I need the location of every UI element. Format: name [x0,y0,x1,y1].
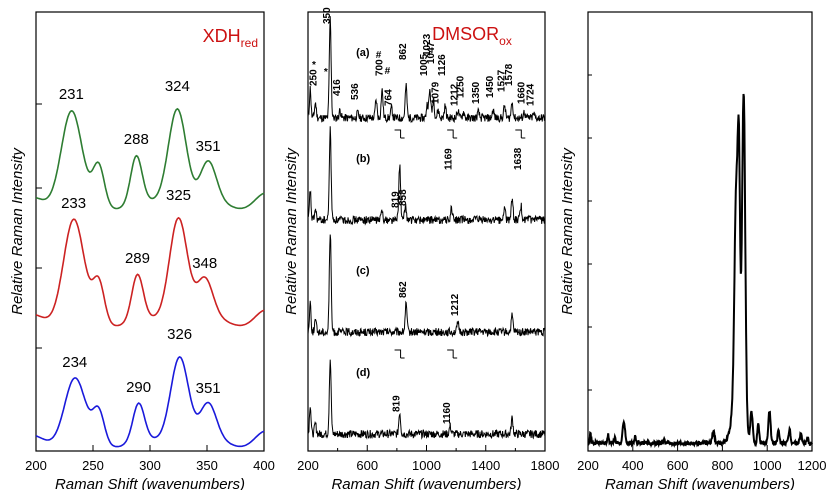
peak-label: 231 [59,86,84,103]
peak-label: 1450 [485,75,496,98]
peak-label: 1169 [444,148,455,170]
peak-label: 290 [126,379,151,396]
peak-label: 1724 [526,83,537,106]
x-tick-label: 300 [139,458,161,473]
peak-label: 1079 [430,81,441,104]
peak-label: 350 [322,7,333,24]
x-tick-label: 250 [82,458,104,473]
peak-label: 536 [350,83,361,100]
peak-label: 325 [166,187,191,204]
peak-label: 288 [124,131,149,148]
peak-label: 1212 [450,83,461,106]
peak-label: 1660 [516,81,527,104]
trace-tag: (b) [356,153,370,165]
panel-title: XDHred [203,26,258,50]
step-marker [394,129,405,139]
spectrum-line [35,355,265,448]
peak-label: 1023 [422,33,433,56]
peak-label: 764 [384,89,395,106]
peak-label: 858 [398,189,409,206]
spectrum-line [35,216,265,327]
peak-label: 326 [167,326,192,343]
peak-label: 233 [61,195,86,212]
peak-label: 819 [392,395,403,412]
panel-xdh-red: 200 250 300 350 400 Raman Shift (wavenumbers)… [9,11,275,490]
peak-label: 1160 [442,402,453,424]
peak-label: 819 [391,191,402,208]
peak-marker: * [312,60,316,71]
x-axis-label: Raman Shift (wavenumbers) [331,476,521,490]
peak-label: 862 [398,281,409,298]
peak-label: 1126 [437,54,448,76]
peak-label: 1250 [456,75,467,98]
trace-tag: (a) [356,47,370,59]
peak-label: 700 [375,59,386,76]
peak-label: 1005 [419,53,430,76]
x-tick-label: 400 [622,458,644,473]
peak-label: 289 [125,250,150,267]
y-axis-label: Relative Raman Intensity [559,147,576,315]
spectrum-line [307,126,546,226]
peak-label: 1578 [504,63,515,86]
peak-label: 1212 [450,293,461,316]
peak-label: 1527 [497,69,508,92]
spectrum-line [307,234,546,338]
step-marker [394,349,405,359]
spectrum-line [307,16,546,124]
x-tick-label: 350 [196,458,218,473]
peak-label: 862 [398,43,409,60]
peak-label: 1350 [471,81,482,104]
spectrum-line [587,93,813,449]
peak-label: 1047 [426,41,437,64]
x-tick-label: 1800 [531,458,560,473]
x-tick-label: 600 [356,458,378,473]
x-tick-label: 600 [667,458,689,473]
x-axis-label: Raman Shift (wavenumbers) [605,476,795,490]
x-tick-label: 200 [297,458,319,473]
panel-title: DMSORox [432,24,512,48]
trace-tag: (c) [356,265,370,277]
peak-label: 250 [309,69,320,86]
plot-frame [587,11,813,452]
x-tick-label: 200 [577,458,599,473]
spectrum-line [307,359,546,440]
peak-marker: # [376,50,382,61]
x-tick-label: 1200 [798,458,827,473]
x-axis-label: Raman Shift (wavenumbers) [55,476,245,490]
spectrum-line [35,107,265,210]
peak-label: 416 [332,79,343,96]
trace-tag: (d) [356,367,370,379]
x-tick-label: 1400 [471,458,500,473]
step-marker [447,349,458,359]
peak-marker: # [385,66,391,77]
x-tick-label: 800 [712,458,734,473]
x-tick-label: 200 [25,458,47,473]
peak-label: 1638 [513,147,524,170]
x-tick-label: 400 [253,458,275,473]
step-marker [447,129,458,139]
peak-label: 234 [62,354,87,371]
peak-label: 351 [196,138,221,155]
peak-label: 348 [192,255,217,272]
peak-label: 324 [165,78,190,95]
x-tick-label: 1000 [753,458,782,473]
panel-dmsor-ox: 200 600 1000 1400 1800 Raman Shift (wavenumbe… [283,7,559,490]
peak-label: 351 [196,380,221,397]
step-marker [515,129,526,139]
y-axis-label: Relative Raman Intensity [283,147,300,315]
x-tick-label: 1000 [412,458,441,473]
y-axis-label: Relative Raman Intensity [9,147,26,315]
peak-marker: * [324,67,328,78]
